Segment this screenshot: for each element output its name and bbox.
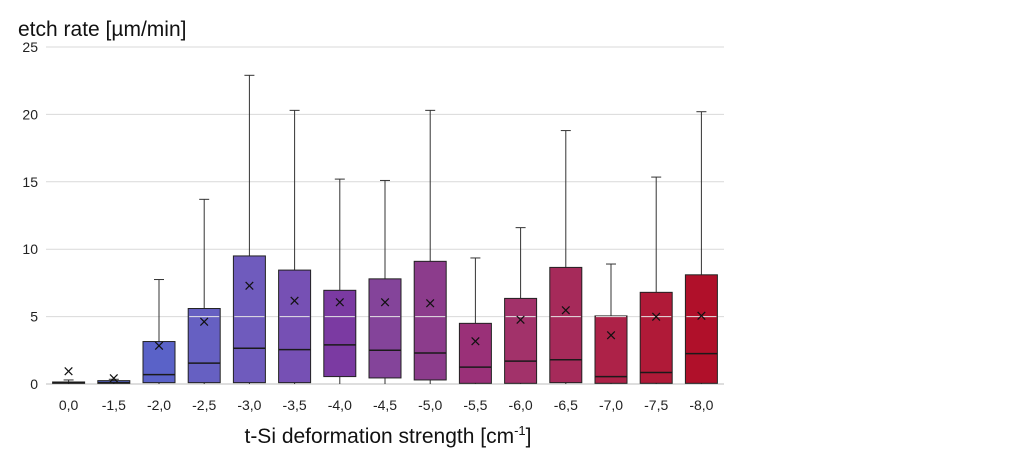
y-tick-label: 25 — [22, 39, 38, 55]
box-group: × — [323, 178, 357, 384]
x-tick-label: -4,0 — [328, 397, 352, 413]
x-axis-title-superscript: -1 — [514, 423, 526, 438]
box-group: × — [142, 279, 176, 384]
x-tick-label: -2,0 — [147, 397, 171, 413]
x-tick-label: -7,5 — [644, 397, 668, 413]
x-axis-title-close: ] — [526, 425, 532, 448]
box-iqr — [323, 289, 357, 378]
box-group: × — [97, 369, 131, 387]
mean-marker: × — [514, 310, 527, 328]
box-group: × — [278, 109, 312, 384]
x-tick-label: -5,0 — [418, 397, 442, 413]
box-iqr — [187, 308, 221, 384]
mean-marker: × — [605, 326, 618, 344]
box-iqr — [504, 297, 538, 384]
mean-marker: × — [424, 294, 437, 312]
x-tick-label: -5,5 — [463, 397, 487, 413]
y-tick-label: 0 — [30, 376, 38, 392]
x-tick-label: -4,5 — [373, 397, 397, 413]
box-iqr — [413, 260, 447, 381]
box-iqr — [458, 322, 492, 384]
x-tick-label: -3,0 — [237, 397, 261, 413]
box-group: × — [232, 74, 266, 384]
box-group: × — [413, 109, 447, 384]
x-tick-label: -2,5 — [192, 397, 216, 413]
mean-marker: × — [153, 337, 166, 355]
box-group: × — [594, 263, 628, 384]
box-iqr — [232, 255, 266, 384]
box-group: × — [639, 176, 673, 384]
y-tick-label: 10 — [22, 241, 38, 257]
y-tick-label: 5 — [30, 309, 38, 325]
mean-marker: × — [198, 312, 211, 330]
box-iqr — [639, 291, 673, 384]
box-iqr — [278, 269, 312, 384]
x-tick-label: -3,5 — [283, 397, 307, 413]
box-iqr — [594, 315, 628, 384]
boxes: × × × × × × × × × × × × × × × — [52, 74, 718, 387]
x-tick-label: -7,0 — [599, 397, 623, 413]
mean-marker: × — [650, 308, 663, 326]
mean-marker: × — [288, 291, 301, 309]
x-tick-label: -1,5 — [102, 397, 126, 413]
box-group: × — [458, 257, 492, 384]
x-tick-label: -6,5 — [554, 397, 578, 413]
x-axis-title-main: t-Si deformation strength [cm — [244, 425, 514, 448]
box-group: × — [549, 130, 583, 384]
mean-marker: × — [62, 362, 75, 380]
box-iqr — [142, 341, 176, 384]
mean-marker: × — [695, 306, 708, 324]
x-tick-label: -6,0 — [509, 397, 533, 413]
y-tick-label: 20 — [22, 106, 38, 122]
box-group: × — [187, 198, 221, 384]
box-iqr — [368, 278, 402, 379]
box-group: × — [684, 111, 718, 384]
y-tick-label: 15 — [22, 174, 38, 190]
mean-marker: × — [469, 332, 482, 350]
mean-marker: × — [560, 301, 573, 319]
mean-marker: × — [108, 369, 121, 387]
box-group: × — [52, 362, 86, 384]
x-axis-title: t-Si deformation strength [cm-1] — [244, 423, 531, 448]
y-tick-labels: 0 5 10 15 20 25 — [22, 39, 38, 392]
mean-marker: × — [379, 293, 392, 311]
x-tick-labels: 0,0 -1,5 -2,0 -2,5 -3,0 -3,5 -4,0 -4,5 -5,0 -5,5 -… — [59, 397, 714, 413]
mean-marker: × — [243, 277, 256, 295]
x-tick-label: -8,0 — [689, 397, 713, 413]
x-tick-label: 0,0 — [59, 397, 79, 413]
box-iqr — [549, 266, 583, 384]
y-axis-title: etch rate [µm/min] — [18, 18, 186, 41]
box-iqr — [684, 274, 718, 384]
mean-marker: × — [334, 293, 347, 311]
box-group: × — [504, 227, 538, 384]
box-group: × — [368, 179, 402, 384]
